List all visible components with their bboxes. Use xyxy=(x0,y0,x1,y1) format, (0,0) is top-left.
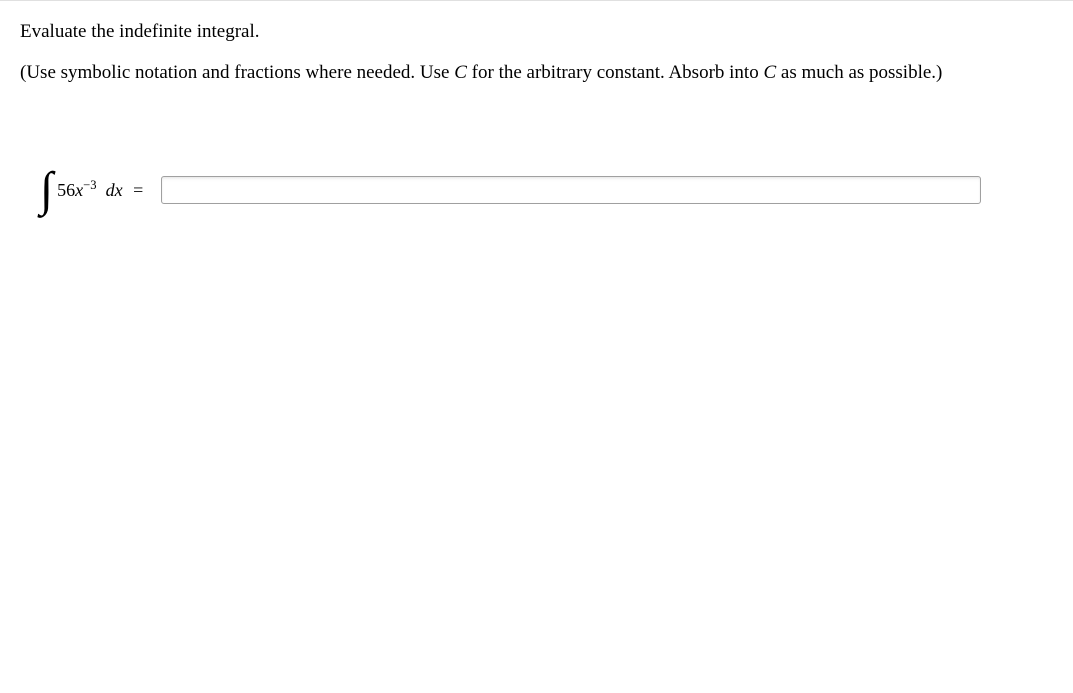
answer-input[interactable] xyxy=(161,176,981,204)
instruction-line-2: (Use symbolic notation and fractions whe… xyxy=(20,60,1053,87)
integral-sign-icon: ∫ xyxy=(40,166,53,214)
equals-sign: = xyxy=(133,180,143,200)
exponent: −3 xyxy=(83,178,96,192)
problem-content: Evaluate the indefinite integral. (Use s… xyxy=(0,1,1073,232)
instruction-prefix: (Use symbolic notation and fractions whe… xyxy=(20,62,454,83)
integral-expression: ∫ 56x−3 dx = xyxy=(40,166,143,214)
constant-var-2: C xyxy=(763,62,776,83)
instruction-mid: for the arbitrary constant. Absorb into xyxy=(467,62,764,83)
differential: dx xyxy=(101,180,123,200)
instruction-line-1: Evaluate the indefinite integral. xyxy=(20,19,1053,46)
integrand: 56x−3 dx = xyxy=(57,180,143,201)
equation-row: ∫ 56x−3 dx = xyxy=(20,166,1053,214)
instruction-suffix: as much as possible.) xyxy=(776,62,942,83)
variable-x: x xyxy=(75,180,83,200)
coefficient: 56 xyxy=(57,180,75,200)
constant-var-1: C xyxy=(454,62,467,83)
